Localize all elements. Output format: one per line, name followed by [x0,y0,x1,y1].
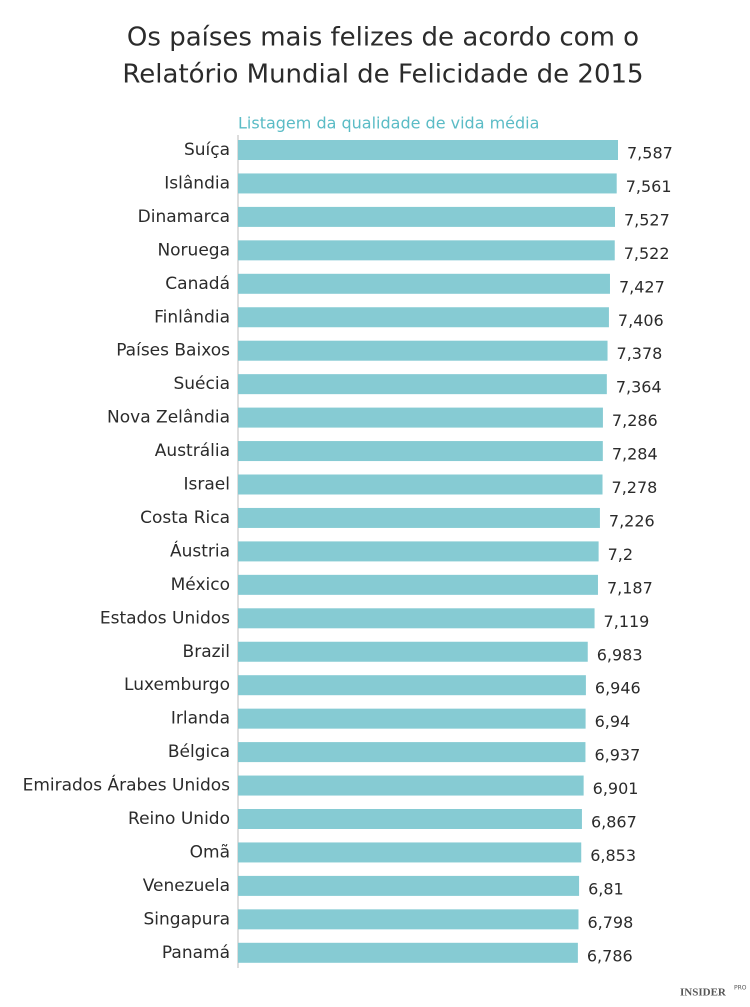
value-label: 7,406 [618,311,664,330]
category-label: Singapura [144,909,230,929]
category-label: Omã [190,842,230,862]
bar [238,775,584,796]
bar [238,206,615,227]
category-label: México [171,575,230,595]
value-label: 7,527 [624,210,670,229]
value-label: 7,286 [612,411,658,430]
category-label: Irlanda [171,709,230,729]
bar [238,942,578,963]
bar [238,374,607,395]
bar [238,173,617,194]
bar [238,909,579,930]
value-label: 6,81 [588,879,624,898]
category-label: Panamá [162,943,230,963]
bar [238,742,586,763]
bar [238,641,588,662]
logo-sup: PRO [734,985,747,992]
category-label: Nova Zelândia [107,408,230,428]
bar [238,441,603,462]
value-label: 6,901 [593,779,639,798]
value-label: 7,187 [607,578,653,597]
bar [238,240,615,261]
chart-subtitle: Listagem da qualidade de vida média [238,114,539,133]
value-label: 7,587 [627,144,673,163]
bar [238,340,608,361]
value-label: 7,2 [608,545,633,564]
bar [238,675,586,696]
bar [238,608,595,629]
value-label: 7,226 [609,511,655,530]
value-label: 6,94 [595,712,631,731]
bar [238,809,582,829]
category-label: Finlândia [154,307,230,327]
category-label: Suíça [184,140,230,160]
category-label: Islândia [164,173,230,193]
category-label: Áustria [170,539,230,561]
category-label: Austrália [155,441,230,461]
chart-title: Relatório Mundial de Felicidade de 2015 [122,60,643,90]
bar [238,875,580,896]
value-label: 7,427 [619,277,665,296]
logo: INSIDER [680,987,727,999]
value-label: 7,364 [616,378,662,397]
category-label: Noruega [157,240,230,260]
value-label: 6,946 [595,679,641,698]
bar [238,541,599,562]
category-label: Venezuela [143,876,230,896]
value-label: 6,867 [591,813,637,832]
value-label: 7,278 [612,478,658,497]
value-label: 6,983 [597,645,643,664]
value-label: 7,522 [624,244,670,263]
value-label: 6,798 [587,913,633,932]
bar [238,507,600,528]
category-label: Canadá [165,274,230,294]
chart-title: Os países mais felizes de acordo com o [127,23,639,53]
bar [238,842,582,863]
category-label: Brazil [183,642,230,662]
category-label: Dinamarca [138,207,230,227]
bar [238,407,603,428]
category-label: Costa Rica [140,508,230,528]
value-label: 7,378 [617,344,663,363]
value-label: 6,853 [590,846,636,865]
value-label: 6,786 [587,946,633,965]
bar [238,474,603,495]
bar [238,708,586,729]
value-label: 7,284 [612,445,658,464]
category-label: Emirados Árabes Unidos [23,774,231,796]
category-label: Bélgica [168,742,230,762]
category-label: Suécia [173,374,230,394]
bar [238,140,618,160]
value-label: 6,937 [594,746,640,765]
value-label: 7,561 [626,177,672,196]
category-label: Países Baixos [116,341,230,361]
bar [238,273,610,294]
category-label: Israel [184,475,230,495]
bar [238,574,598,595]
value-label: 7,119 [604,612,650,631]
category-label: Reino Unido [128,809,230,829]
category-label: Luxemburgo [124,675,230,695]
bar [238,307,609,328]
category-label: Estados Unidos [100,608,230,628]
